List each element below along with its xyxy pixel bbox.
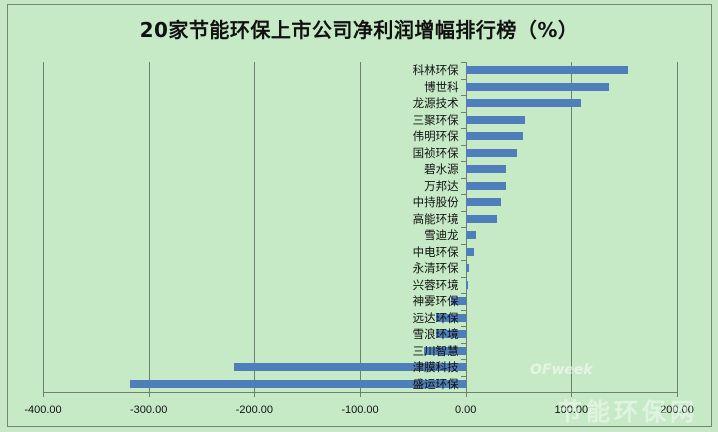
x-tick-label: -100.00 [341, 404, 379, 416]
bar [234, 363, 466, 372]
category-label: 兴蓉环境 [412, 277, 459, 292]
y-tick [460, 210, 466, 212]
plot-area: -400.00 -300.00 -200.00 -100.00 0.00 100.00 20… [24, 62, 694, 416]
bar [465, 214, 498, 223]
y-tick [460, 62, 466, 63]
bar [465, 148, 518, 157]
chart-frame [7, 4, 712, 427]
x-axis [43, 392, 677, 393]
category-label: 伟明环保 [412, 129, 459, 144]
gridline [43, 62, 44, 392]
gridline [254, 62, 256, 392]
bar [465, 231, 477, 240]
category-label: 龙源技术 [412, 96, 459, 111]
category-label: 三川智慧 [412, 343, 459, 358]
category-label: 雪浪环境 [412, 327, 459, 342]
y-tick [460, 227, 466, 228]
x-tick-label: 0.00 [454, 404, 477, 416]
gridline [148, 62, 150, 392]
bar [436, 330, 466, 339]
category-label: 三聚环保 [412, 112, 459, 127]
x-tick-label: 100.00 [554, 404, 589, 416]
x-tick [360, 392, 361, 397]
category-label: 神雾环保 [412, 294, 459, 309]
category-label: 国祯环保 [412, 145, 459, 160]
bar [465, 247, 475, 256]
gridline [677, 62, 678, 392]
x-tick [148, 392, 150, 397]
y-tick [460, 309, 466, 311]
y-axis [465, 62, 467, 392]
x-tick [43, 392, 44, 397]
category-label: 远达环保 [412, 310, 459, 325]
x-tick-label: -200.00 [235, 404, 273, 416]
y-tick [460, 194, 466, 195]
bar [450, 297, 466, 306]
y-tick [460, 243, 466, 245]
y-tick [460, 260, 466, 261]
watermark-brand: OFweek [530, 362, 593, 378]
bar [465, 264, 469, 273]
watermark-site: 节能环保网 [558, 398, 698, 426]
bar [465, 198, 501, 207]
category-label: 中电环保 [412, 244, 459, 259]
y-tick [460, 342, 466, 344]
y-tick [460, 111, 466, 113]
y-tick [460, 375, 466, 377]
bar [465, 165, 506, 174]
chart-title: 20家节能环保上市公司净利润增幅排行榜（%） [139, 18, 579, 42]
bar [465, 132, 523, 141]
x-tick [571, 392, 573, 397]
category-label: 碧水源 [424, 162, 459, 177]
x-tick [677, 392, 678, 397]
y-tick [460, 95, 466, 96]
y-tick [460, 144, 466, 146]
category-label: 津膜科技 [412, 360, 459, 375]
bar [424, 346, 466, 355]
bar [465, 82, 610, 91]
y-tick [460, 78, 466, 80]
gridline [360, 62, 361, 392]
x-tick-label: -300.00 [130, 404, 168, 416]
category-label: 永清环保 [412, 261, 459, 276]
y-tick [460, 359, 466, 360]
category-label: 博世科 [424, 79, 459, 94]
y-tick [460, 128, 466, 129]
x-tick-label: 200.00 [660, 404, 694, 416]
x-tick [465, 392, 467, 397]
x-tick [254, 392, 256, 397]
bar [465, 66, 629, 75]
y-tick [460, 177, 466, 179]
category-label: 中持股份 [412, 195, 459, 210]
y-tick [460, 293, 466, 294]
bar [465, 99, 581, 108]
gridline [571, 62, 573, 392]
y-tick [460, 392, 466, 393]
category-label: 科林环保 [412, 63, 459, 78]
y-tick [460, 326, 466, 327]
y-tick [460, 276, 466, 278]
y-tick [460, 161, 466, 162]
bar [129, 379, 466, 388]
category-label: 万邦达 [424, 178, 459, 193]
bar [465, 115, 525, 124]
category-label: 雪迪龙 [424, 228, 459, 243]
bar [465, 181, 506, 190]
bar [436, 313, 466, 322]
bar [465, 280, 468, 289]
category-label: 盛运环保 [412, 376, 459, 391]
category-label: 高能环境 [412, 211, 459, 226]
x-tick-label: -400.00 [24, 404, 62, 416]
